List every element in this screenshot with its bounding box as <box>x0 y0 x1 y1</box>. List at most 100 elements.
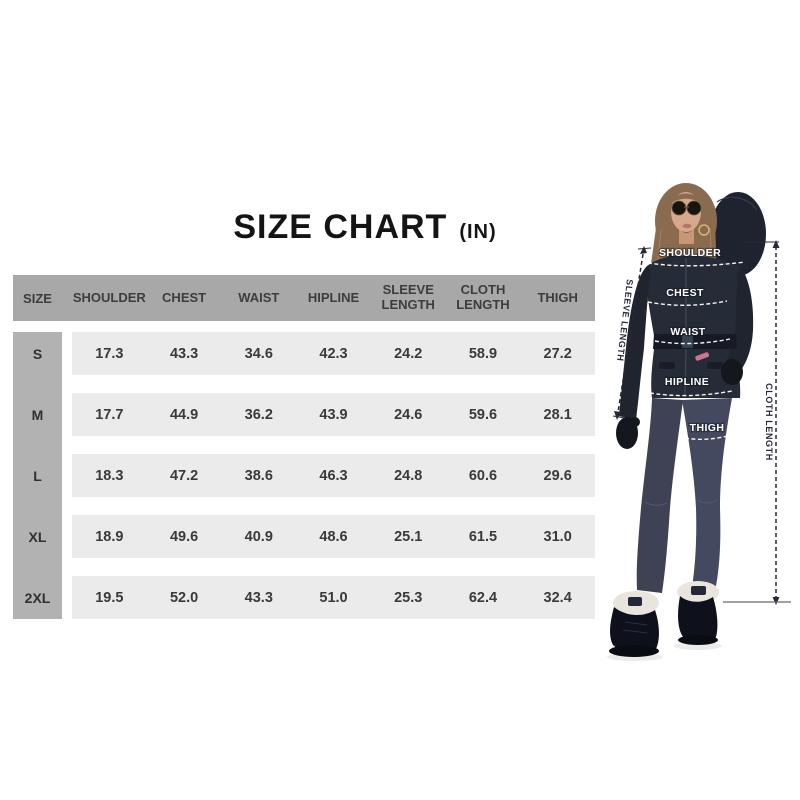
waist-line <box>654 338 731 345</box>
pants-left-leg <box>636 398 683 593</box>
header-waist: WAIST <box>238 289 280 305</box>
cloth-arrow-down <box>772 597 780 605</box>
cell: 17.7 <box>95 406 124 423</box>
right-glove <box>721 359 743 385</box>
pocket-left <box>659 362 675 369</box>
cell: 46.3 <box>319 467 348 484</box>
header-sleeve-length: SLEEVE LENGTH <box>381 282 435 312</box>
boot-laces <box>622 621 648 634</box>
sunglasses-left-lens <box>671 200 687 216</box>
cell: 52.0 <box>169 589 199 606</box>
cell: 51.0 <box>319 589 348 606</box>
cell: 36.2 <box>244 406 273 423</box>
chest-line <box>647 300 728 306</box>
pocket-lining-detail <box>695 352 710 361</box>
sleeve-arrow-up <box>640 246 647 254</box>
sleeve-bottom-tick <box>612 415 626 419</box>
header-chest: CHEST <box>162 289 207 305</box>
sleeve-length-line <box>617 253 644 413</box>
table-row-m: 17.7 44.9 36.2 43.9 24.6 59.6 28.1 <box>72 393 595 436</box>
model-illustration <box>607 183 766 661</box>
waist-belt <box>653 334 737 349</box>
hipline-label: HIPLINE <box>665 376 709 388</box>
shoulder-line <box>647 261 746 267</box>
cell: 25.1 <box>394 528 423 545</box>
table-body: S M L XL 2XL 17.3 43.3 34.6 42.3 24.2 58… <box>13 332 595 619</box>
fur-highlight <box>716 196 758 211</box>
thigh-label: THIGH <box>690 422 725 434</box>
cell: 31.0 <box>543 528 572 545</box>
cell: 29.6 <box>543 467 572 484</box>
left-boot-label <box>628 597 642 606</box>
cell: 17.3 <box>95 345 124 362</box>
table-row-l: 18.3 47.2 38.6 46.3 24.8 60.6 29.6 <box>72 454 595 497</box>
shoulder-label: SHOULDER <box>659 247 721 259</box>
cell: 24.8 <box>394 467 423 484</box>
header-size: SIZE <box>23 290 52 306</box>
cell: 62.4 <box>468 589 498 606</box>
cell: 59.6 <box>468 406 498 423</box>
size-label-m: M <box>31 406 44 423</box>
right-boot <box>678 596 718 644</box>
glove-thumb <box>630 417 640 427</box>
jacket-left-arm <box>619 266 651 420</box>
cell: 32.4 <box>543 589 572 606</box>
hair-fringe <box>671 193 701 204</box>
table-row-s: 17.3 43.3 34.6 42.3 24.2 58.9 27.2 <box>72 332 595 375</box>
thigh-line <box>684 433 736 441</box>
size-chart-table: SIZE SHOULDER CHEST WAIST HIPLINE SLEEVE… <box>13 275 595 619</box>
header-shoulder: SHOULDER <box>72 289 146 305</box>
cell: 40.9 <box>244 528 273 545</box>
cell: 43.3 <box>169 345 199 362</box>
cell: 61.5 <box>468 528 498 545</box>
header-cloth-length: CLOTH LENGTH <box>456 282 510 312</box>
chest-label: CHEST <box>666 287 704 299</box>
size-label-2xl: 2XL <box>24 589 51 606</box>
header-columns: SHOULDER CHEST WAIST HIPLINE SLEEVE LENG… <box>72 283 595 312</box>
cell: 43.3 <box>244 589 273 606</box>
hoop-earring <box>698 224 710 236</box>
knee-creases <box>644 499 718 506</box>
page-title: SIZE CHART (IN) <box>215 208 515 247</box>
cell: 18.3 <box>95 467 124 484</box>
cell: 58.9 <box>468 345 498 362</box>
waist-label: WAIST <box>670 326 705 338</box>
cell: 38.6 <box>244 467 273 484</box>
size-label-l: L <box>33 467 42 484</box>
cell: 43.9 <box>319 406 348 423</box>
size-label-xl: XL <box>28 528 47 545</box>
cell: 34.6 <box>244 345 273 362</box>
belt-buckle <box>682 335 693 348</box>
model-measurement-figure: SHOULDER CHEST WAIST HIPLINE THIGH SLEEV… <box>607 183 791 661</box>
left-boot <box>610 607 659 655</box>
fur-hood <box>710 192 766 276</box>
table-header-row: SIZE SHOULDER CHEST WAIST HIPLINE SLEEVE… <box>13 275 595 321</box>
cell: 44.9 <box>169 406 199 423</box>
value-rows: 17.3 43.3 34.6 42.3 24.2 58.9 27.2 17.7 … <box>72 332 595 619</box>
hipline-line <box>649 390 733 397</box>
right-boot-label <box>691 586 706 595</box>
header-hipline: HIPLINE <box>307 289 360 305</box>
cell: 24.2 <box>394 345 423 362</box>
cell: 25.3 <box>394 589 423 606</box>
cell: 28.1 <box>543 406 572 423</box>
pocket-right <box>707 362 723 369</box>
zipper <box>684 258 687 397</box>
table-row-2xl: 19.5 52.0 43.3 51.0 25.3 62.4 32.4 <box>72 576 595 619</box>
table-row-xl: 18.9 49.6 40.9 48.6 25.1 61.5 31.0 <box>72 515 595 558</box>
title-text: SIZE CHART <box>233 208 448 246</box>
cell: 48.6 <box>319 528 348 545</box>
measurement-annotations: SHOULDER CHEST WAIST HIPLINE THIGH SLEEV… <box>612 240 791 605</box>
cell: 19.5 <box>95 589 124 606</box>
sleeve-arrow-down <box>614 411 621 420</box>
left-boot-sole <box>609 645 659 657</box>
cell: 49.6 <box>169 528 199 545</box>
header-thigh: THIGH <box>537 289 578 305</box>
right-boot-sole <box>678 635 718 645</box>
cloth-arrow-up <box>772 240 780 248</box>
cell: 18.9 <box>95 528 124 545</box>
cell: 42.3 <box>319 345 348 362</box>
pants-right-leg <box>682 398 732 587</box>
neck <box>679 228 694 244</box>
